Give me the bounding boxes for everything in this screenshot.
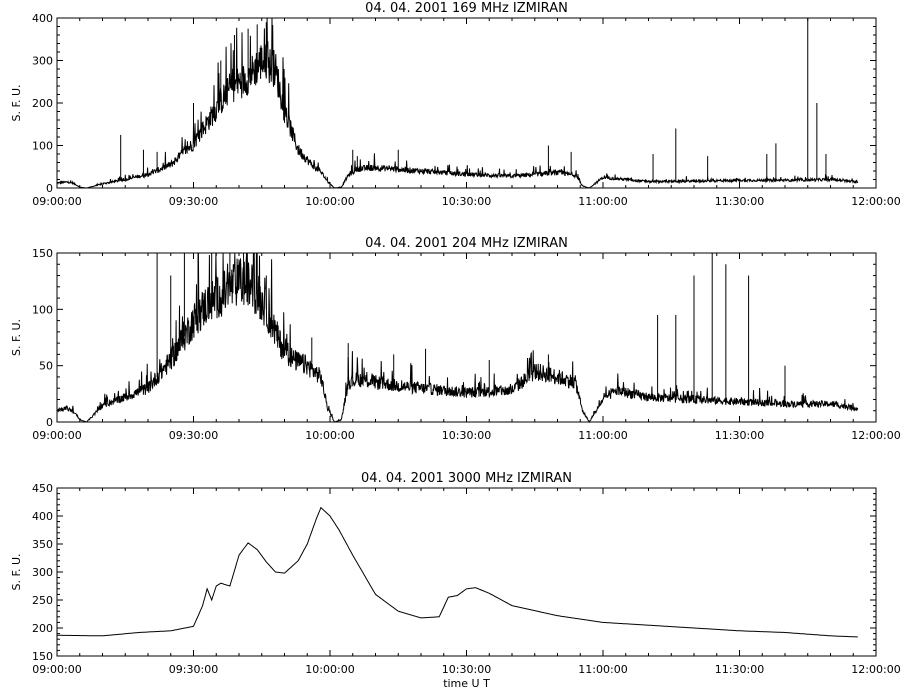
x-tick-label: 11:00:00 [578, 195, 627, 208]
panel-204mhz: 04. 04. 2001 204 MHz IZMIRAN S. F. U. 09… [10, 236, 900, 442]
x-tick-label: 11:30:00 [715, 429, 764, 442]
panel-title: 04. 04. 2001 169 MHz IZMIRAN [365, 1, 568, 16]
panel-169mhz: 04. 04. 2001 169 MHz IZMIRAN S. F. U. 09… [10, 1, 900, 208]
x-tick-label: 09:00:00 [32, 195, 81, 208]
x-axis-label: time U T [443, 677, 490, 690]
y-tick-label: 0 [46, 416, 53, 429]
x-tick-label: 10:30:00 [442, 663, 491, 676]
y-tick-label: 0 [46, 182, 53, 195]
panel-title: 04. 04. 2001 204 MHz IZMIRAN [365, 236, 568, 251]
x-tick-label: 10:30:00 [442, 429, 491, 442]
x-tick-label: 09:00:00 [32, 429, 81, 442]
x-tick-label: 11:00:00 [578, 663, 627, 676]
y-tick-label: 300 [32, 566, 53, 579]
x-tick-label: 10:00:00 [305, 663, 354, 676]
y-tick-label: 150 [32, 247, 53, 260]
y-tick-label: 200 [32, 97, 53, 110]
y-tick-label: 50 [39, 360, 53, 373]
x-tick-label: 09:30:00 [169, 663, 218, 676]
panel-3000mhz: 04. 04. 2001 3000 MHz IZMIRAN S. F. U. t… [10, 471, 900, 690]
y-tick-label: 150 [32, 650, 53, 663]
y-tick-label: 100 [32, 303, 53, 316]
x-tick-label: 12:00:00 [851, 663, 900, 676]
y-axis-label: S. F. U. [10, 319, 23, 356]
x-tick-label: 10:00:00 [305, 195, 354, 208]
x-tick-label: 12:00:00 [851, 195, 900, 208]
x-tick-label: 11:30:00 [715, 663, 764, 676]
x-tick-label: 11:30:00 [715, 195, 764, 208]
plot-frame [56, 17, 877, 189]
y-tick-label: 350 [32, 538, 53, 551]
y-tick-label: 400 [32, 510, 53, 523]
x-tick-label: 09:30:00 [169, 195, 218, 208]
panel-title: 04. 04. 2001 3000 MHz IZMIRAN [361, 471, 572, 486]
y-tick-label: 300 [32, 55, 53, 68]
y-tick-label: 250 [32, 594, 53, 607]
flux-trace [56, 252, 859, 424]
flux-trace [57, 506, 858, 638]
y-tick-label: 450 [32, 482, 53, 495]
x-tick-label: 11:00:00 [578, 429, 627, 442]
y-axis-label: S. F. U. [10, 553, 23, 590]
y-tick-label: 100 [32, 140, 53, 153]
y-tick-label: 400 [32, 12, 53, 25]
y-tick-label: 200 [32, 622, 53, 635]
x-tick-label: 09:00:00 [32, 663, 81, 676]
x-tick-label: 09:30:00 [169, 429, 218, 442]
y-axis-label: S. F. U. [10, 84, 23, 121]
x-tick-label: 10:30:00 [442, 195, 491, 208]
x-tick-label: 10:00:00 [305, 429, 354, 442]
x-tick-label: 12:00:00 [851, 429, 900, 442]
flux-trace [57, 17, 859, 189]
